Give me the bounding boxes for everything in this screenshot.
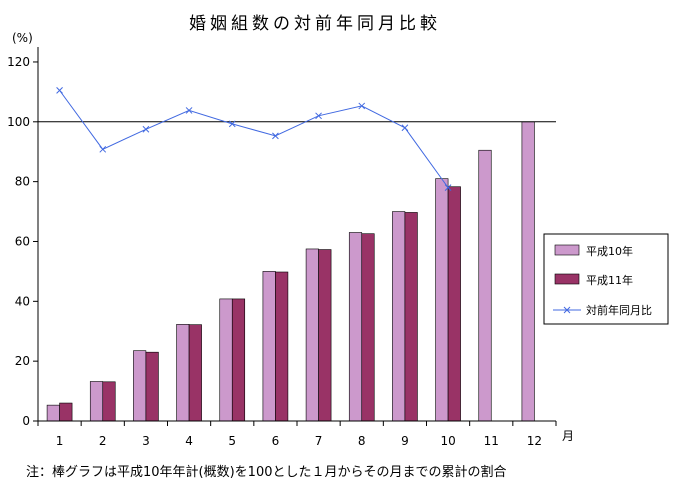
x-tick-label: 3 xyxy=(142,434,150,448)
x-axis-label: 月 xyxy=(562,429,574,443)
ratio-point xyxy=(272,132,279,140)
ratio-line xyxy=(59,90,449,188)
bar-h11-3 xyxy=(145,351,159,422)
legend-swatch-h10 xyxy=(554,244,580,256)
legend: 平成10年 平成11年 対前年同月比 xyxy=(543,233,669,325)
bar-h11-7 xyxy=(318,249,332,422)
ratio-point xyxy=(56,87,63,94)
x-tick-label: 9 xyxy=(401,434,409,448)
legend-marker-ratio xyxy=(563,306,571,314)
bar-h11-2 xyxy=(102,381,116,422)
y-tick-label: 0 xyxy=(22,414,30,428)
bar-h10-6 xyxy=(262,271,276,422)
y-tick-label: 40 xyxy=(15,294,30,308)
bar-h11-10 xyxy=(447,186,461,422)
bar-h10-12 xyxy=(521,121,535,422)
ratio-point xyxy=(315,112,322,120)
y-tick-label: 120 xyxy=(7,55,30,69)
y-tick-label: 20 xyxy=(15,354,30,368)
bar-h11-1 xyxy=(59,402,73,422)
bar-h10-7 xyxy=(305,248,319,422)
bar-h10-9 xyxy=(392,211,406,422)
bars-layer xyxy=(46,121,535,422)
line-layer xyxy=(56,87,452,191)
bar-h11-6 xyxy=(275,271,289,422)
x-tick-label: 12 xyxy=(527,434,542,448)
ratio-point xyxy=(444,184,452,191)
y-tick-label: 80 xyxy=(15,175,30,189)
x-tick-label: 1 xyxy=(56,434,64,448)
ratio-point xyxy=(228,120,236,128)
bar-h10-4 xyxy=(176,324,190,422)
legend-label-ratio: 対前年同月比 xyxy=(586,303,652,317)
y-tick-label: 60 xyxy=(15,234,30,248)
y-tick-label: 100 xyxy=(7,115,30,129)
bar-h10-1 xyxy=(46,404,60,422)
y-axis-label: (%) xyxy=(12,31,33,45)
x-tick-label: 6 xyxy=(272,434,280,448)
ratio-point xyxy=(358,102,366,110)
chart-title: 婚姻組数の対前年同月比較 xyxy=(189,14,441,34)
legend-label-h11: 平成11年 xyxy=(586,273,633,287)
x-tick-label: 5 xyxy=(228,434,236,448)
x-tick-label: 7 xyxy=(315,434,323,448)
legend-label-h10: 平成10年 xyxy=(586,244,633,258)
bar-h10-3 xyxy=(133,350,147,422)
ratio-point xyxy=(185,107,193,114)
bar-h10-2 xyxy=(89,381,104,422)
bar-h11-5 xyxy=(231,298,246,422)
bar-h10-10 xyxy=(435,178,449,422)
bar-h11-9 xyxy=(404,212,418,422)
bar-h10-8 xyxy=(348,232,363,422)
x-tick-label: 11 xyxy=(484,434,499,448)
x-tick-label: 4 xyxy=(185,434,193,448)
legend-swatch-h11 xyxy=(554,273,580,285)
ratio-point xyxy=(401,124,409,132)
ratio-point xyxy=(99,145,107,153)
x-tick-label: 8 xyxy=(358,434,366,448)
ratio-point xyxy=(142,125,150,133)
chart-note: 注：棒グラフは平成10年年計(概数)を100とした１月からその月までの累計の割合 xyxy=(26,465,507,480)
bar-h10-11 xyxy=(478,149,492,422)
bar-h11-8 xyxy=(361,233,375,422)
bar-h11-4 xyxy=(188,324,202,422)
x-tick-label: 2 xyxy=(99,434,107,448)
bar-h10-5 xyxy=(219,298,233,422)
x-tick-label: 10 xyxy=(440,434,455,448)
